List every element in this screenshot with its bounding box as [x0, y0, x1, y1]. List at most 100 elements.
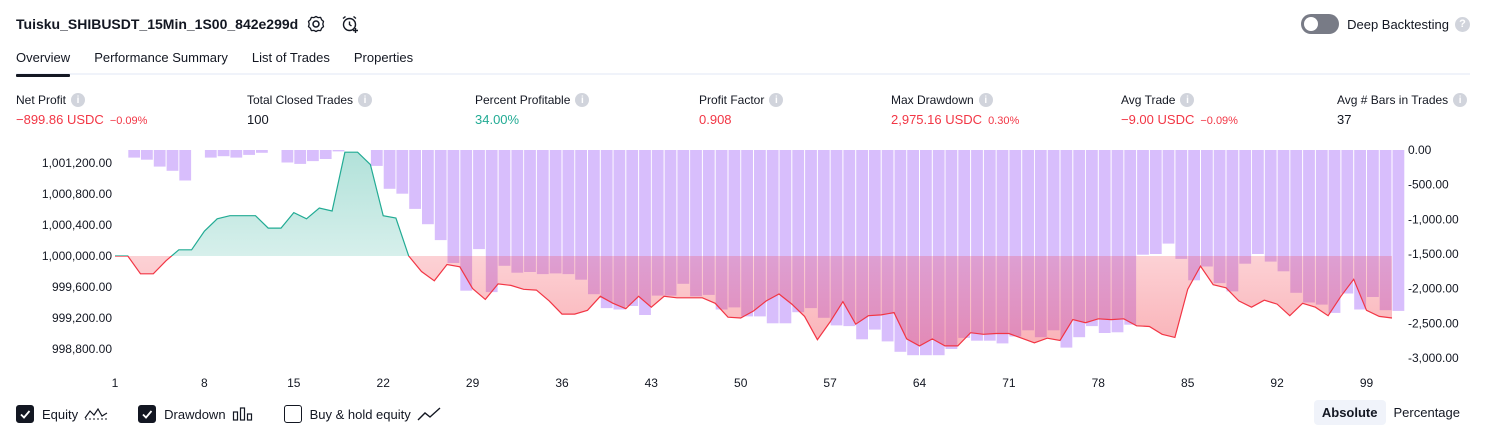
gear-icon[interactable] [306, 14, 326, 34]
tab-properties[interactable]: Properties [353, 50, 414, 65]
right-axis-tick: -1,000.00 [1408, 212, 1459, 226]
drawdown-bar [141, 150, 153, 160]
metric-percent: −0.09% [1200, 115, 1238, 127]
metric-label: Percent Profitable [475, 93, 571, 107]
left-axis-tick: 1,000,400.00 [42, 218, 112, 232]
drawdown-bar [1315, 150, 1328, 305]
metric-label: Max Drawdown [891, 93, 974, 107]
drawdown-bar [779, 150, 792, 324]
x-axis-tick: 50 [734, 376, 748, 390]
info-icon[interactable]: i [769, 93, 784, 107]
drawdown-bar [651, 150, 664, 296]
drawdown-bar [945, 150, 958, 349]
right-axis: 0.00 -500.00 -1,000.00 -1,500.00 -2,000.00 -2… [1408, 143, 1459, 365]
drawdown-bar [396, 150, 409, 194]
drawdown-bar [881, 150, 894, 342]
drawdown-bar [766, 150, 779, 324]
metric-label: Avg # Bars in Trades [1337, 93, 1449, 107]
x-axis-tick: 85 [1181, 376, 1195, 390]
drawdown-bar [332, 150, 345, 152]
equity-line [115, 151, 1393, 347]
drawdown-bar [1226, 150, 1239, 292]
left-axis-tick: 998,800.00 [52, 342, 112, 356]
info-icon[interactable]: i [575, 93, 590, 107]
equity-area [115, 152, 1392, 346]
left-axis-tick: 999,200.00 [52, 311, 112, 325]
percentage-button[interactable]: Percentage [1393, 405, 1461, 420]
buy-hold-checkbox[interactable] [283, 405, 302, 423]
metric-percent: −0.09% [109, 115, 148, 127]
metric-value: 0.908 [699, 112, 732, 127]
drawdown-bar [217, 150, 230, 157]
right-axis-tick: -2,000.00 [1408, 282, 1459, 296]
add-alert-icon[interactable] [340, 14, 360, 34]
drawdown-bar [1328, 150, 1341, 313]
drawdown-bar [1022, 150, 1034, 331]
report-tabs: Overview Performance Summary List of Tra… [16, 47, 1470, 77]
help-icon[interactable]: ? [1455, 16, 1470, 32]
drawdown-bar [498, 150, 511, 266]
drawdown-checkbox[interactable] [138, 405, 157, 423]
legend-equity[interactable]: Equity [16, 405, 108, 423]
absolute-button[interactable]: Absolute [1313, 400, 1386, 425]
drawdown-bar [626, 150, 639, 306]
drawdown-bar [690, 150, 702, 297]
equity-drawdown-chart[interactable]: 1,001,200.00 1,000,800.00 1,000,400.00 1,00… [0, 140, 1486, 394]
tab-list-of-trades[interactable]: List of Trades [251, 50, 330, 65]
drawdown-bar [370, 150, 383, 166]
report-header: Tuisku_SHIBUSDT_15Min_1S00_842e299d Deep… [16, 12, 1470, 38]
info-icon[interactable]: i [358, 93, 373, 107]
x-axis-tick: 22 [377, 376, 391, 390]
drawdown-bar [1149, 150, 1162, 254]
drawdown-bar [1303, 150, 1315, 303]
drawdown-bar [805, 150, 817, 309]
info-icon[interactable]: i [71, 93, 86, 107]
drawdown-bar [983, 150, 996, 341]
drawdown-bar [792, 150, 805, 313]
drawdown-bar [256, 150, 268, 153]
deep-backtesting-toggle[interactable] [1301, 14, 1340, 34]
drawdown-bar [715, 150, 728, 310]
x-axis-tick: 64 [913, 376, 927, 390]
equity-area-loss [115, 256, 1392, 346]
metric-percent: 0.30% [988, 115, 1020, 127]
x-axis-tick: 8 [201, 376, 208, 390]
drawdown-bar [1060, 150, 1073, 348]
metric-label: Total Closed Trades [247, 93, 354, 107]
drawdown-bar [639, 150, 651, 315]
metric-label: Avg Trade [1121, 93, 1176, 107]
left-axis-tick: 1,000,000.00 [42, 249, 112, 263]
tab-performance-summary[interactable]: Performance Summary [94, 50, 228, 65]
drawdown-bar [932, 150, 945, 356]
equity-checkbox[interactable] [16, 405, 34, 423]
info-icon[interactable]: i [978, 93, 993, 107]
x-axis-tick: 36 [555, 376, 569, 390]
info-icon[interactable]: i [1453, 93, 1468, 107]
x-axis-tick: 15 [287, 376, 301, 390]
drawdown-bar [958, 150, 971, 338]
drawdown-bar [1252, 150, 1264, 254]
info-icon[interactable]: i [1180, 93, 1195, 107]
drawdown-bar [153, 150, 166, 167]
drawdown-bar [549, 150, 562, 274]
drawdown-bar [1009, 150, 1022, 337]
deep-backtesting-label: Deep Backtesting [1347, 16, 1449, 32]
chart-legend: Equity Drawdown Buy & hold equity [16, 403, 471, 425]
drawdown-bar [562, 150, 575, 275]
drawdown-bar [1137, 150, 1149, 255]
drawdown-bar [575, 150, 587, 280]
drawdown-label: Drawdown [164, 406, 226, 422]
drawdown-bars [128, 150, 1405, 356]
drawdown-bar [409, 150, 421, 209]
metric-value: −899.86 USDC [16, 112, 104, 127]
tab-overview[interactable]: Overview [16, 47, 71, 77]
drawdown-bar [307, 150, 319, 162]
drawdown-bar [702, 150, 715, 295]
buy-hold-label: Buy & hold equity [309, 406, 411, 422]
legend-buy-hold[interactable]: Buy & hold equity [283, 405, 441, 423]
drawdown-bar [511, 150, 524, 273]
drawdown-bar [1086, 150, 1098, 327]
x-axis-tick: 1 [112, 376, 119, 390]
left-axis-tick: 1,000,800.00 [42, 187, 112, 201]
legend-drawdown[interactable]: Drawdown [138, 405, 253, 423]
